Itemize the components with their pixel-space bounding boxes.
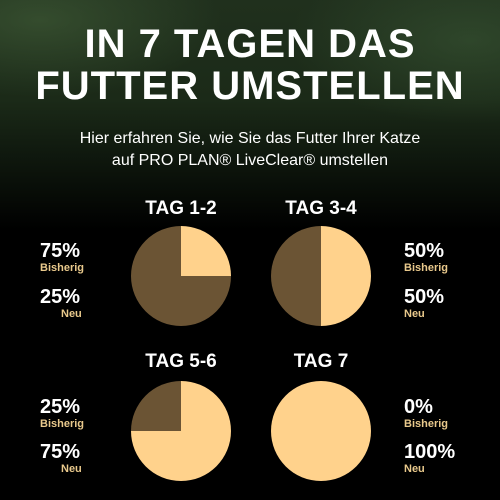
label-bisherig-tag-5-6: Bisherig [40,418,85,430]
pct-bisherig-tag-3-4: 50% [404,240,445,262]
pie-slice-bisherig [131,381,181,431]
pie-chart-tag-5-6 [131,381,231,481]
day-label-tag-3-4: TAG 3-4 [285,198,357,219]
page-title-line-1: IN 7 TAGEN DAS [84,22,416,66]
pct-neu-tag-3-4: 50% [404,286,445,308]
pie-slice-neu [181,226,231,276]
label-bisherig-tag-7: Bisherig [404,418,449,430]
pct-neu-tag-5-6: 75% [40,441,81,463]
day-label-tag-1-2: TAG 1-2 [145,198,217,219]
pie-chart-tag-7 [271,381,371,481]
label-neu-tag-1-2: Neu [61,308,82,320]
day-label-tag-7: TAG 7 [293,351,349,372]
pct-bisherig-tag-5-6: 25% [40,396,81,418]
subtitle-line-2: auf PRO PLAN® LiveClear® umstellen [111,152,389,169]
pie-slice-neu [271,381,371,481]
pct-bisherig-tag-7: 0% [404,396,433,418]
label-bisherig-tag-1-2: Bisherig [40,262,85,274]
pct-bisherig-tag-1-2: 75% [40,240,81,262]
label-neu-tag-3-4: Neu [404,308,425,320]
subtitle-line-1: Hier erfahren Sie, wie Sie das Futter Ih… [79,130,421,147]
page-title-line-2: FUTTER UMSTELLEN [35,64,465,108]
pie-slice-neu [321,226,371,326]
label-bisherig-tag-3-4: Bisherig [404,262,449,274]
pct-neu-tag-7: 100% [404,441,456,463]
pie-chart-tag-3-4 [271,226,371,326]
label-neu-tag-7: Neu [404,463,425,475]
day-label-tag-5-6: TAG 5-6 [145,351,217,372]
pct-neu-tag-1-2: 25% [40,286,81,308]
pie-chart-tag-1-2 [131,226,231,326]
label-neu-tag-5-6: Neu [61,463,82,475]
pie-slice-bisherig [131,226,231,326]
pie-slice-bisherig [271,226,321,326]
